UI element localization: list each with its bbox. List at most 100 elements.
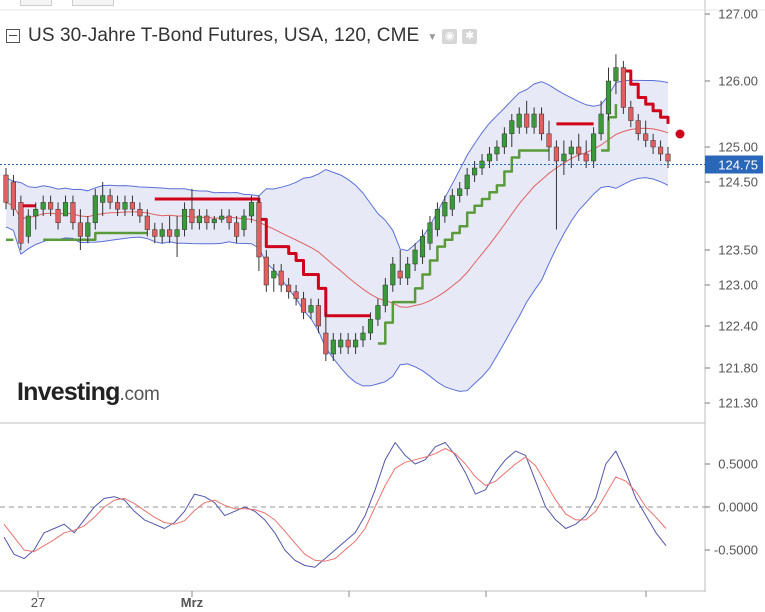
- candle-body: [419, 236, 426, 258]
- time-tick-label: 27: [31, 595, 45, 610]
- candle-body: [241, 215, 247, 230]
- signal-dot: [675, 129, 685, 139]
- minus-square-icon[interactable]: [6, 29, 20, 43]
- candle-body: [412, 249, 418, 265]
- candle-body: [174, 229, 180, 237]
- candle-body: [628, 107, 634, 121]
- candle-body: [3, 174, 9, 203]
- candle-body: [330, 339, 336, 355]
- candle-body: [643, 133, 649, 141]
- bollinger-upper-line: [5, 79, 669, 252]
- candle-body: [605, 80, 612, 115]
- candle-body: [472, 167, 478, 176]
- candle-body: [300, 298, 307, 313]
- candle-body: [25, 215, 31, 237]
- candle-body: [181, 208, 188, 230]
- candle-body: [568, 146, 574, 155]
- gear-icon[interactable]: ✱: [462, 28, 478, 44]
- candle-body: [48, 202, 54, 210]
- candle-body: [509, 120, 515, 135]
- candle-body: [10, 181, 16, 210]
- candle-body: [62, 202, 69, 217]
- candle-body: [620, 67, 626, 108]
- candle-body: [107, 195, 113, 203]
- candle-body: [516, 113, 522, 128]
- candle-body: [152, 229, 158, 237]
- candle-body: [583, 153, 589, 162]
- candle-body: [382, 284, 388, 306]
- oscillator-fast-line: [3, 442, 667, 568]
- candle-body: [226, 215, 232, 224]
- candle-body: [390, 263, 396, 286]
- candle-body: [367, 318, 374, 334]
- chart-legend-header: US 30-Jahre T-Bond Futures, USA, 120, CM…: [6, 22, 482, 50]
- candle-body: [598, 113, 604, 135]
- candle-body: [256, 202, 262, 258]
- price-tick-label: 123.50: [718, 243, 758, 258]
- candle-body: [271, 270, 277, 279]
- logo-suffix: .com: [119, 384, 160, 405]
- candle-body: [553, 146, 559, 162]
- candle-body: [219, 215, 225, 220]
- oscillator-tick-label: 0.0000: [718, 500, 758, 515]
- oscillator-tick-label: -0.5000: [714, 543, 758, 558]
- candle-body: [308, 305, 314, 313]
- chart-title: US 30-Jahre T-Bond Futures, USA, 120, CM…: [28, 25, 420, 46]
- candle-body: [278, 270, 284, 286]
- trailing-stop-support-line: [43, 231, 148, 242]
- candle-body: [561, 153, 567, 162]
- trailing-stop-resistance-line: [623, 69, 670, 124]
- candle-body: [137, 208, 143, 217]
- candle-body: [115, 202, 121, 210]
- toolbar-tab[interactable]: [72, 0, 114, 6]
- candle-body: [457, 188, 463, 196]
- candle-body: [323, 332, 329, 355]
- price-tick-label: 123.00: [718, 278, 758, 293]
- candle-body: [129, 202, 135, 210]
- logo-text: Investing: [17, 378, 120, 406]
- candle-body: [427, 222, 433, 244]
- candle-body: [345, 339, 351, 348]
- candle-body: [204, 215, 210, 224]
- candle-body: [546, 133, 552, 148]
- candle-body: [263, 256, 269, 286]
- price-tick-label: 124.50: [718, 175, 758, 190]
- price-tick-label: 121.30: [718, 396, 758, 411]
- candle-body: [159, 229, 165, 237]
- candle-body: [167, 229, 173, 237]
- candle-body: [635, 120, 641, 135]
- eye-icon[interactable]: ◉: [442, 28, 458, 44]
- bollinger-band-fill: [6, 80, 668, 392]
- candle-body: [375, 305, 381, 320]
- time-tick-label: Mrz: [181, 595, 204, 610]
- price-tick-label: 122.40: [718, 319, 758, 334]
- candle-body: [613, 67, 619, 82]
- candle-body: [531, 113, 537, 128]
- candle-body: [486, 153, 493, 162]
- candle-body: [18, 202, 24, 244]
- candle-body: [658, 146, 664, 155]
- current-price-value: 124.75: [718, 158, 758, 173]
- toolbar-tab[interactable]: [20, 0, 52, 6]
- current-price-tag: [705, 155, 763, 174]
- candle-body: [494, 146, 500, 155]
- caret-down-icon[interactable]: ▼: [427, 31, 438, 43]
- candle-body: [40, 202, 46, 210]
- price-tick-label: 127.00: [718, 7, 758, 22]
- candle-body: [665, 153, 671, 162]
- candle-body: [434, 208, 440, 230]
- candle-body: [353, 339, 359, 348]
- candle-body: [576, 146, 582, 155]
- oscillator-tick-label: 0.5000: [718, 457, 758, 472]
- price-tick-label: 121.80: [718, 361, 758, 376]
- candle-body: [234, 222, 240, 237]
- candle-body: [122, 202, 128, 210]
- candle-body: [248, 202, 255, 217]
- candle-body: [650, 140, 656, 148]
- candle-body: [464, 174, 470, 190]
- candle-body: [70, 202, 76, 224]
- trailing-stop-support-line: [377, 149, 549, 345]
- candle-body: [397, 270, 403, 279]
- candle-body: [211, 219, 217, 224]
